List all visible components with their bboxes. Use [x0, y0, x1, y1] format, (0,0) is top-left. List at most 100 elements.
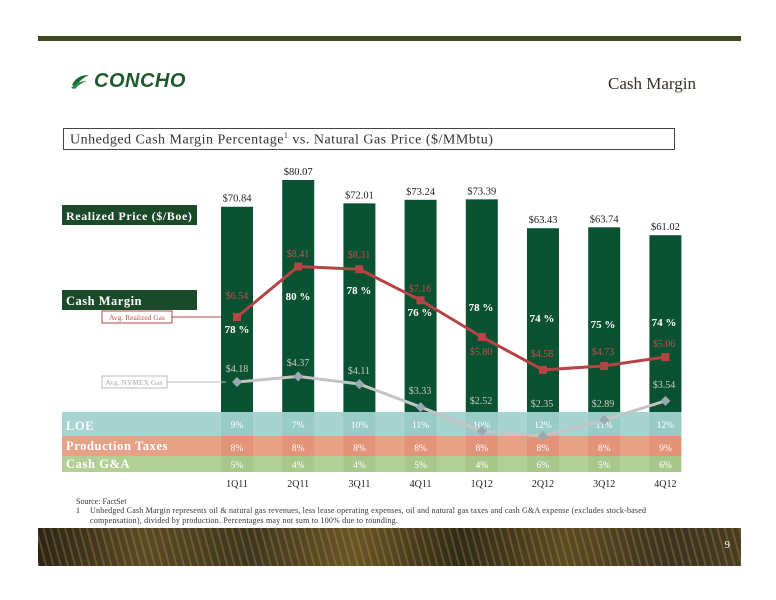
concho-leaf-icon — [71, 75, 89, 89]
label-cash-margin-2Q11: 80 % — [286, 291, 311, 303]
label-nymex-gas-4Q11: $3.33 — [409, 386, 432, 397]
label-production-taxes-1Q11: 8% — [231, 444, 244, 454]
tick-label-3Q12: 3Q12 — [593, 479, 615, 490]
label-cash-ga-3Q12: 5% — [598, 461, 611, 471]
bar-cash-margin-2Q12 — [527, 228, 559, 412]
label-loe-4Q12: 12% — [657, 421, 675, 431]
line-realized-gas — [236, 264, 666, 372]
chart-title-main: Unhedged Cash Margin Percentage — [70, 132, 284, 148]
label-loe-4Q11: 11% — [412, 421, 429, 431]
bar-production-taxes-3Q11 — [343, 436, 376, 456]
legend-cash-margin-bg — [62, 290, 197, 310]
label-realized-price-4Q12: $61.02 — [651, 222, 680, 233]
label-nymex-gas-1Q12: $2.52 — [470, 396, 493, 407]
label-production-taxes-3Q11: 8% — [353, 444, 366, 454]
legend-avg-realized-gas: Avg. Realized Gas — [109, 313, 165, 322]
bar-cash-ga-2Q12 — [527, 456, 559, 472]
bar-cash-margin-3Q11 — [343, 203, 376, 412]
label-realized-gas-2Q12: $4.58 — [531, 349, 554, 360]
label-production-taxes-1Q12: 8% — [475, 444, 488, 454]
label-cash-margin-1Q11: 78 % — [225, 324, 250, 336]
chart-title: Unhedged Cash Margin Percentage1 vs. Nat… — [63, 128, 675, 150]
bar-production-taxes-1Q12 — [465, 436, 498, 456]
bar-cash-ga-3Q11 — [343, 456, 376, 472]
label-realized-price-3Q12: $63.74 — [590, 214, 620, 225]
point-realized-gas-4Q11 — [416, 296, 425, 305]
point-nymex-gas-4Q11 — [415, 402, 426, 413]
bar-production-taxes-4Q12 — [649, 436, 682, 456]
point-realized-gas-1Q12 — [477, 332, 486, 341]
source-note: Source: FactSet — [76, 497, 127, 506]
label-cash-margin-2Q12: 74 % — [530, 313, 555, 325]
bar-loe-2Q11 — [282, 412, 315, 436]
line-nymex-gas — [236, 374, 666, 438]
point-realized-gas-2Q11 — [294, 262, 303, 271]
point-nymex-gas-2Q11 — [293, 371, 304, 382]
point-nymex-gas-2Q12 — [538, 430, 548, 441]
bar-loe-3Q11 — [343, 412, 376, 436]
label-realized-gas-2Q11: $8.41 — [287, 249, 310, 260]
slide-title: Cash Margin — [608, 74, 696, 93]
label-cash-ga-4Q11: 5% — [414, 461, 427, 471]
label-production-taxes-4Q11: 8% — [414, 444, 427, 454]
point-nymex-gas-3Q12 — [599, 415, 610, 426]
label-cash-ga-4Q12: 6% — [659, 461, 672, 471]
legend-production-taxes: Production Taxes — [66, 439, 168, 453]
point-nymex-gas-1Q12 — [476, 425, 487, 436]
tick-label-4Q11: 4Q11 — [410, 479, 432, 490]
tag-box-nymex — [101, 375, 168, 389]
realized-price-label-bg — [62, 205, 197, 225]
label-production-taxes-3Q12: 8% — [598, 444, 611, 454]
label-cash-ga-1Q11: 5% — [231, 461, 244, 471]
label-realized-price-1Q12: $73.39 — [467, 186, 496, 197]
label-cash-margin-4Q12: 74 % — [652, 317, 677, 329]
legend-avg-nymex-gas: Avg. NYMEX Gas — [105, 378, 162, 387]
point-nymex-gas-4Q12 — [660, 395, 671, 406]
label-realized-gas-1Q12: $5.80 — [470, 347, 493, 358]
label-loe-3Q12: 11% — [596, 421, 613, 431]
label-realized-gas-3Q11: $8.31 — [348, 250, 371, 261]
bar-cash-margin-1Q12 — [465, 199, 498, 412]
label-production-taxes-2Q12: 8% — [537, 444, 550, 454]
label-loe-3Q11: 10% — [351, 421, 369, 431]
label-loe-1Q12: 10% — [473, 421, 491, 431]
label-nymex-gas-2Q12: $2.35 — [531, 399, 554, 410]
label-nymex-gas-3Q11: $4.11 — [348, 366, 370, 377]
bar-cash-ga-3Q12 — [588, 456, 621, 472]
label-cash-ga-2Q11: 4% — [292, 461, 305, 471]
tick-label-2Q12: 2Q12 — [532, 479, 554, 490]
bar-cash-ga-1Q12 — [465, 456, 498, 472]
realized-price-label: Realized Price ($/Boe) — [66, 209, 193, 223]
tick-label-1Q11: 1Q11 — [226, 479, 248, 490]
label-cash-margin-1Q12: 78 % — [469, 302, 494, 314]
chart-title-footnote-ref: 1 — [283, 131, 289, 140]
point-realized-gas-4Q12 — [661, 352, 670, 361]
footer-image-band — [38, 528, 741, 566]
bar-production-taxes-3Q12 — [588, 436, 621, 456]
label-nymex-gas-4Q12: $3.54 — [653, 380, 676, 391]
bar-loe-4Q12 — [649, 412, 682, 436]
footnote: 1 Unhedged Cash Margin represents oil & … — [76, 506, 676, 526]
footnote-text: Unhedged Cash Margin represents oil & na… — [90, 506, 647, 525]
label-cash-margin-3Q12: 75 % — [591, 319, 616, 331]
legend-loe: LOE — [66, 419, 94, 433]
label-nymex-gas-2Q11: $4.37 — [287, 358, 310, 369]
logo-text: CONCHO — [94, 69, 186, 92]
label-production-taxes-2Q11: 8% — [292, 444, 305, 454]
bar-cash-ga-4Q12 — [649, 456, 682, 472]
label-production-taxes-4Q12: 9% — [659, 444, 672, 454]
point-nymex-gas-3Q11 — [354, 379, 365, 390]
bar-cash-margin-4Q12 — [649, 235, 682, 412]
label-realized-price-4Q11: $73.24 — [406, 187, 436, 198]
page-number: 9 — [724, 539, 731, 551]
label-loe-1Q11: 9% — [231, 421, 244, 431]
legend-cash-margin: Cash Margin — [66, 294, 142, 308]
bar-production-taxes-1Q11 — [221, 436, 253, 456]
label-cash-ga-2Q12: 6% — [537, 461, 550, 471]
label-nymex-gas-3Q12: $2.89 — [592, 399, 615, 410]
bar-production-taxes-2Q12 — [527, 436, 559, 456]
label-realized-gas-4Q12: $5.06 — [653, 339, 676, 350]
tick-label-4Q12: 4Q12 — [654, 479, 676, 490]
bar-production-taxes-2Q11 — [282, 436, 315, 456]
